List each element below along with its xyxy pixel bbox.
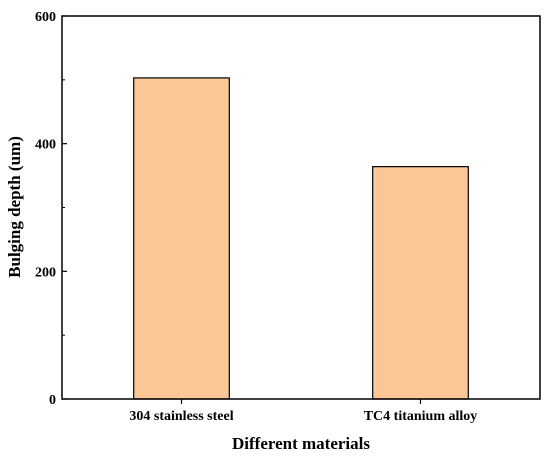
bars-layer bbox=[133, 77, 469, 400]
y-axis-title: Bulging depth (um) bbox=[5, 136, 24, 278]
bar bbox=[372, 166, 469, 400]
plot-frame bbox=[61, 15, 541, 400]
x-tick-label: TC4 titanium alloy bbox=[364, 409, 478, 424]
x-axis-title: Different materials bbox=[232, 434, 370, 453]
ticks-layer: 304 stainless steel TC4 titanium alloy 0 20… bbox=[35, 10, 477, 424]
y-tick-label: 600 bbox=[35, 10, 56, 25]
y-tick-label: 400 bbox=[35, 138, 56, 153]
y-tick-label: 200 bbox=[35, 265, 56, 280]
y-tick-label: 0 bbox=[49, 393, 56, 408]
x-tick-label: 304 stainless steel bbox=[129, 409, 233, 424]
bar bbox=[133, 77, 230, 400]
